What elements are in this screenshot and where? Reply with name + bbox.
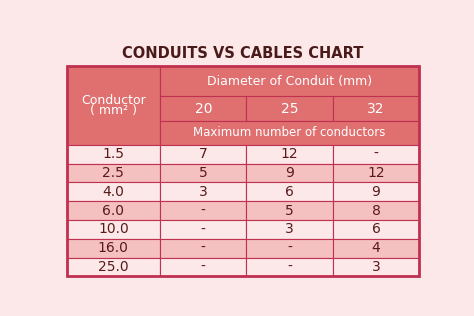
Text: Diameter of Conduit (mm): Diameter of Conduit (mm)	[207, 75, 372, 88]
Text: 10.0: 10.0	[98, 222, 129, 236]
Text: 5: 5	[285, 204, 294, 218]
Text: 9: 9	[285, 166, 294, 180]
Bar	[66, 258, 160, 276]
Text: -: -	[287, 260, 292, 274]
Text: 16.0: 16.0	[98, 241, 129, 255]
Bar	[246, 239, 333, 258]
Bar	[246, 201, 333, 220]
Text: -: -	[201, 241, 206, 255]
Bar	[333, 220, 419, 239]
Bar	[160, 66, 419, 96]
Bar	[160, 239, 246, 258]
Text: -: -	[201, 204, 206, 218]
Text: 9: 9	[372, 185, 381, 199]
Text: 5: 5	[199, 166, 208, 180]
Bar	[333, 258, 419, 276]
Bar	[66, 220, 160, 239]
Bar	[246, 145, 333, 164]
Bar	[66, 201, 160, 220]
Text: 4.0: 4.0	[102, 185, 124, 199]
Bar	[246, 182, 333, 201]
Text: -: -	[374, 147, 379, 161]
Bar	[66, 66, 419, 276]
Bar	[160, 96, 246, 121]
Text: 6: 6	[285, 185, 294, 199]
Bar	[160, 121, 419, 145]
Text: 2.5: 2.5	[102, 166, 124, 180]
Text: -: -	[201, 260, 206, 274]
Text: 6.0: 6.0	[102, 204, 124, 218]
Text: ( mm² ): ( mm² )	[90, 104, 137, 117]
Text: 12: 12	[367, 166, 385, 180]
Bar	[160, 220, 246, 239]
Bar	[66, 145, 160, 164]
Text: 3: 3	[372, 260, 381, 274]
Bar	[66, 182, 160, 201]
Text: 4: 4	[372, 241, 381, 255]
Bar	[246, 96, 333, 121]
Text: 3: 3	[285, 222, 294, 236]
Bar	[66, 66, 160, 145]
Text: 3: 3	[199, 185, 208, 199]
Bar	[66, 164, 160, 182]
Text: 32: 32	[367, 101, 385, 116]
Bar	[333, 239, 419, 258]
Text: 8: 8	[372, 204, 381, 218]
Bar	[160, 258, 246, 276]
Bar	[333, 182, 419, 201]
Bar	[160, 164, 246, 182]
Bar	[160, 201, 246, 220]
Text: 7: 7	[199, 147, 208, 161]
Bar	[333, 96, 419, 121]
Text: 25.0: 25.0	[98, 260, 128, 274]
Text: -: -	[287, 241, 292, 255]
Text: 25: 25	[281, 101, 299, 116]
Bar	[333, 164, 419, 182]
Bar	[160, 182, 246, 201]
Text: CONDUITS VS CABLES CHART: CONDUITS VS CABLES CHART	[122, 46, 364, 61]
Text: 20: 20	[194, 101, 212, 116]
Bar	[160, 145, 246, 164]
Bar	[333, 145, 419, 164]
Text: Maximum number of conductors: Maximum number of conductors	[193, 126, 386, 139]
Bar	[246, 220, 333, 239]
Bar	[246, 164, 333, 182]
Bar	[246, 258, 333, 276]
Text: 12: 12	[281, 147, 299, 161]
Text: Conductor: Conductor	[81, 94, 146, 106]
Text: -: -	[201, 222, 206, 236]
Text: 1.5: 1.5	[102, 147, 124, 161]
Bar	[66, 239, 160, 258]
Text: 6: 6	[372, 222, 381, 236]
Bar	[333, 201, 419, 220]
